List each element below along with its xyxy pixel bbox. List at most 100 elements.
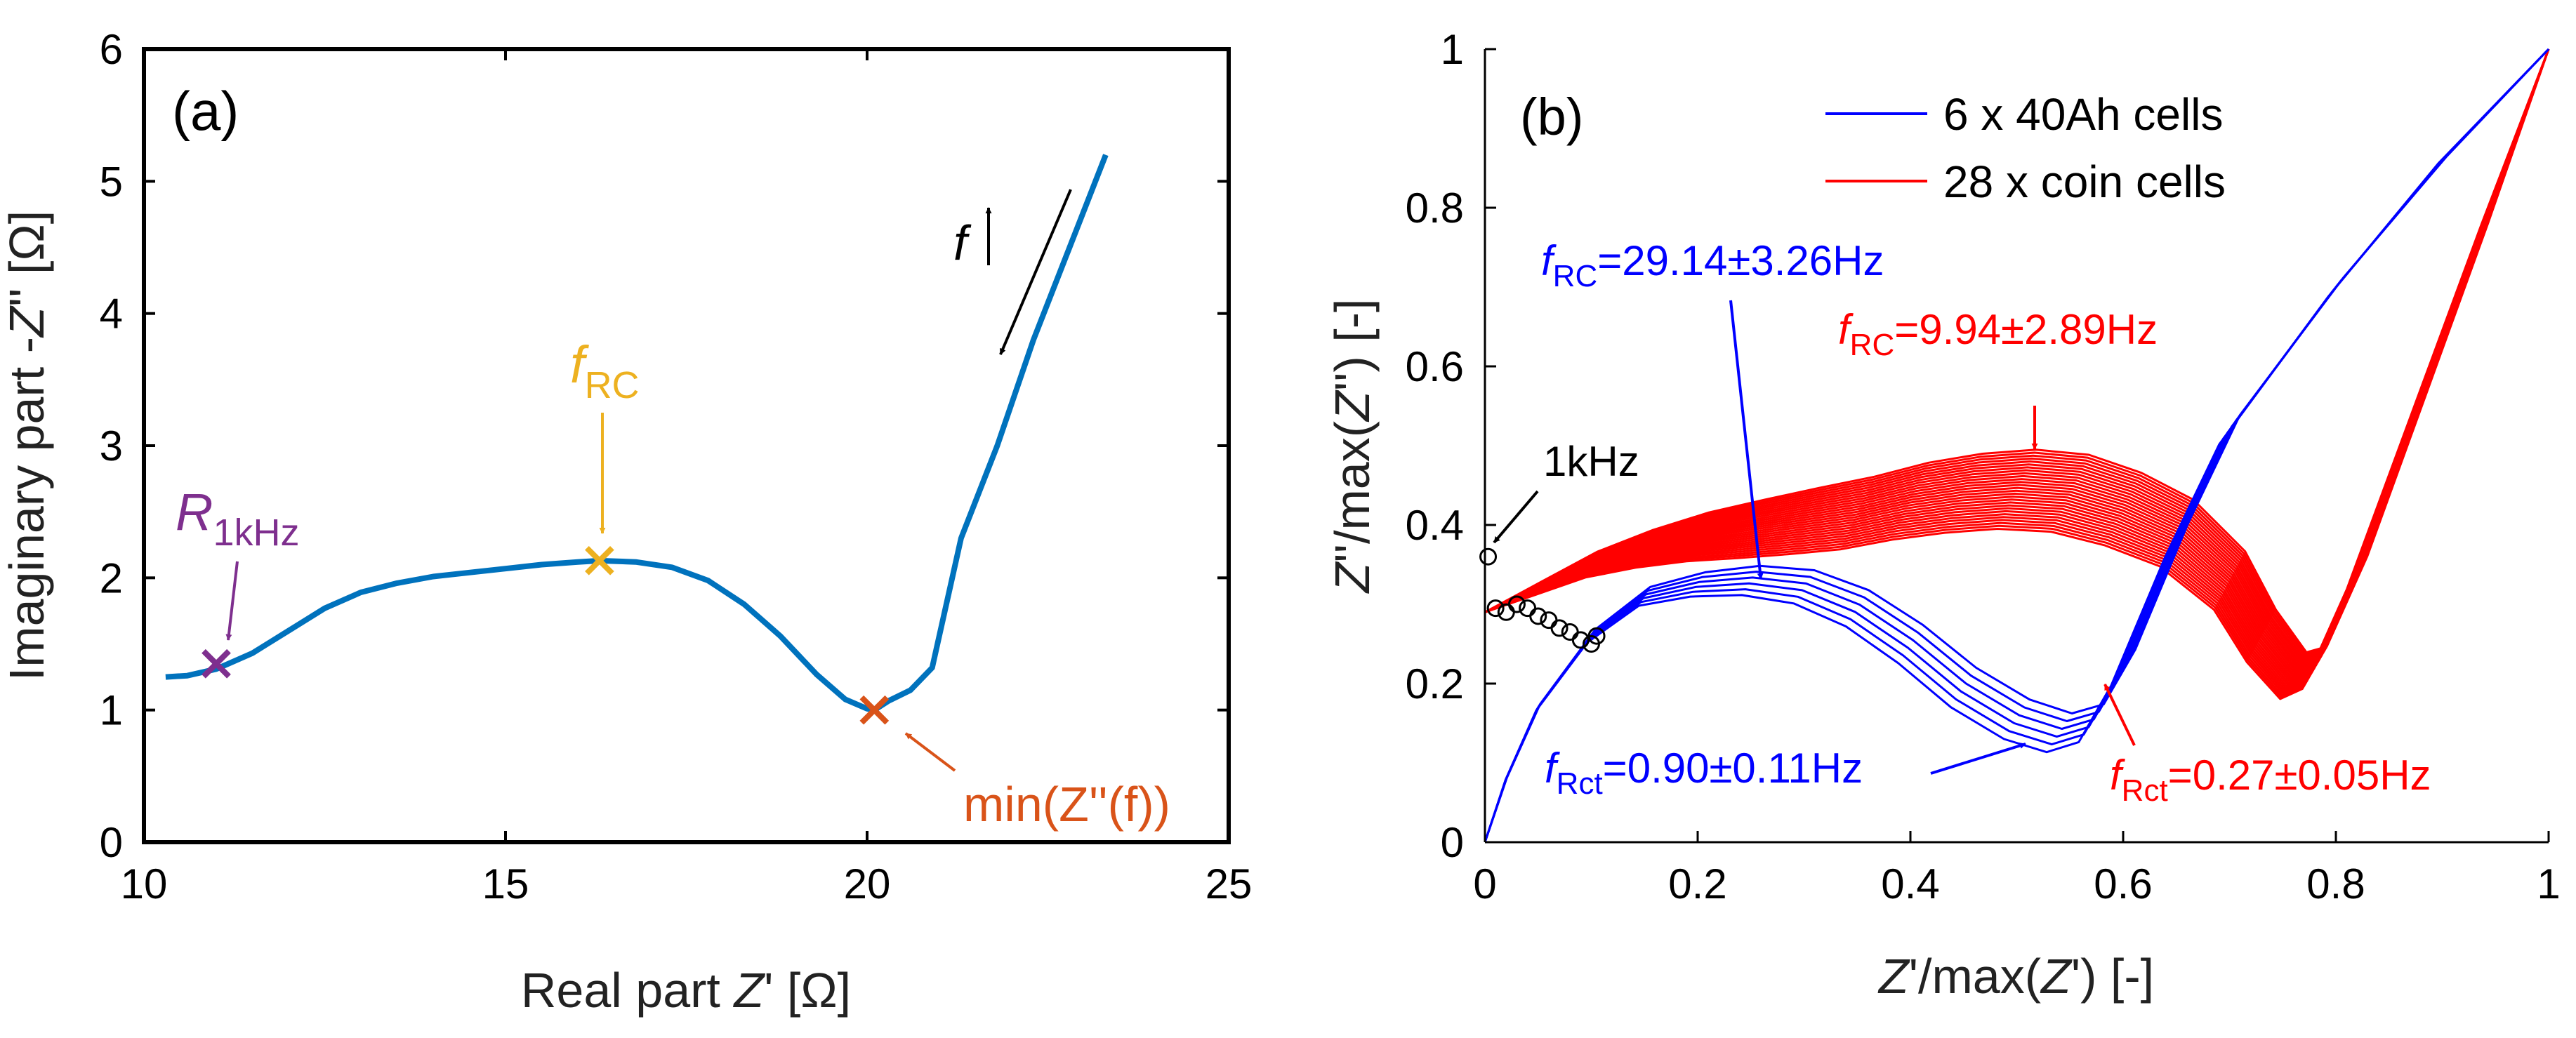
panel-b-series-0-curve-2 <box>1484 48 2550 843</box>
annotation-f-direction: f <box>953 189 1072 355</box>
panel-b-series-1-curve-11 <box>1484 48 2550 681</box>
panel-b-1khz-marker <box>1561 623 1579 641</box>
svg-text:R1kHz: R1kHz <box>176 483 299 554</box>
panel-b-series-1-curve-16 <box>1484 48 2550 673</box>
panel-b-y-tick-label: 0.4 <box>1406 502 1464 549</box>
annotation-1khz: 1kHz <box>1493 438 1639 544</box>
panel-b-plot-area <box>1479 48 2550 843</box>
panel-b-1khz-marker <box>1507 595 1526 613</box>
panel-b-x-tick-label: 0.6 <box>2094 860 2152 907</box>
panel-b-1khz-marker <box>1529 607 1547 625</box>
panel-b-series-0-curve-1 <box>1484 48 2550 843</box>
panel-a-x-tick-label: 20 <box>844 860 891 907</box>
panel-b-y-tick-label: 0.2 <box>1406 660 1464 707</box>
panel-b-y-tick-label: 0.8 <box>1406 185 1464 232</box>
panel-a-axes-box <box>142 47 1231 844</box>
panel-a-marker-2 <box>859 695 890 725</box>
panel-b-series-0-curve-3 <box>1484 48 2550 843</box>
panel-b-series-1-curve-19 <box>1484 48 2550 667</box>
annotation-frc-blue: fRC=29.14±3.26Hz <box>1541 237 1884 580</box>
svg-text:fRC=9.94±2.89Hz: fRC=9.94±2.89Hz <box>1838 306 2158 362</box>
panel-a-x-axis-label: Real part Z' [Ω] <box>521 963 851 1018</box>
panel-b-series-1-curve-14 <box>1484 48 2550 676</box>
panel-b-1khz-marker <box>1486 599 1505 618</box>
panel-b-1khz-marker <box>1540 611 1558 630</box>
panel-b-series-0-curve-4 <box>1484 48 2550 843</box>
panel-b-y-tick-label: 1 <box>1441 26 1464 73</box>
panel-b-series-1-curve-1 <box>1484 48 2550 698</box>
panel-b-series-1-curve-20 <box>1484 48 2550 666</box>
panel-b-series-1-curve-22 <box>1484 48 2550 663</box>
panel-b-x-tick-label: 1 <box>2537 860 2560 907</box>
panel-a-plot-area <box>165 154 1109 725</box>
annotation-r1khz: R1kHz <box>176 483 299 641</box>
panel-a-y-tick-label: 5 <box>100 158 123 205</box>
annotation-frct-blue-arrow <box>1930 743 2026 775</box>
panel-b-y-tick-label: 0 <box>1441 819 1464 866</box>
annotation-r1khz-arrow <box>225 561 239 641</box>
svg-text:f: f <box>953 215 972 270</box>
annotation-min-z: min(Z''(f)) <box>904 732 1170 832</box>
curve-direction-arrow <box>999 189 1072 355</box>
panel-b-x-axis-label: Z'/max(Z') [-] <box>1877 949 2154 1004</box>
panel-b-x-tick-label: 0.8 <box>2306 860 2365 907</box>
svg-text:1kHz: 1kHz <box>1543 438 1639 485</box>
panel-b-series-1-curve-10 <box>1484 48 2550 683</box>
panel-b-x-tick-label: 0.4 <box>1881 860 1939 907</box>
annotation-frc-blue-arrow <box>1729 300 1764 580</box>
panel-b-1khz-marker <box>1519 599 1537 618</box>
panel-b-y-axis-label: Z''/max(Z'') [-] <box>1325 299 1380 594</box>
annotation-frct-red-arrow <box>2103 684 2136 746</box>
annotation-frc: fRC <box>570 335 640 534</box>
panel-a-y-tick-label: 3 <box>100 422 123 470</box>
legend: 6 x 40Ah cells 28 x coin cells <box>1825 89 2226 207</box>
panel-b-1khz-marker <box>1550 619 1568 637</box>
panel-a-marker-1 <box>585 546 614 575</box>
panel-a-y-tick-label: 6 <box>100 26 123 73</box>
svg-text:fRct=0.90±0.11Hz: fRct=0.90±0.11Hz <box>1545 745 1863 801</box>
panel-b: 0 0.2 0.4 0.6 0.8 1 0 0.2 0.4 0.6 0.8 1 (b) 6 x 40A… <box>1325 26 2561 1004</box>
panel-a-y-tick-label: 2 <box>100 554 123 601</box>
annotation-frct-red: fRct=0.27±0.05Hz <box>2103 684 2431 808</box>
panel-b-series-1-curve-15 <box>1484 48 2550 674</box>
panel-b-x-tick-label: 0 <box>1473 860 1496 907</box>
annotation-1khz-arrow <box>1493 490 1539 544</box>
panel-b-series-1-curve-21 <box>1484 48 2550 664</box>
panel-b-ticks: 0 0.2 0.4 0.6 0.8 1 0 0.2 0.4 0.6 0.8 1 <box>1406 26 2561 907</box>
panel-b-series-1-curve-23 <box>1484 48 2550 660</box>
panel-a-x-tick-label: 10 <box>121 860 168 907</box>
panel-b-series-1-curve-17 <box>1484 48 2550 671</box>
panel-b-1khz-marker <box>1587 627 1606 645</box>
panel-a-x-tick-label: 15 <box>482 860 529 907</box>
panel-a-label: (a) <box>172 80 239 142</box>
panel-a-y-tick-label: 4 <box>100 291 123 338</box>
legend-label-coin: 28 x coin cells <box>1943 157 2226 207</box>
svg-text:fRC: fRC <box>570 335 640 406</box>
panel-a-y-axis-label: Imaginary part -Z'' [Ω] <box>0 211 54 681</box>
panel-a-marker-0 <box>202 648 231 679</box>
annotation-frc-red: fRC=9.94±2.89Hz <box>1838 306 2158 450</box>
panel-a-marker-stroke <box>202 648 231 679</box>
panel-b-series-0-curve-5 <box>1484 48 2550 843</box>
panel-a-marker-stroke <box>859 695 890 725</box>
panel-b-y-tick-label: 0.6 <box>1406 343 1464 390</box>
panel-b-series-1-curve-27 <box>1484 48 2550 653</box>
panel-b-series-1-curve-9 <box>1484 48 2550 685</box>
panel-a-series-line-0 <box>165 154 1109 713</box>
panel-b-label: (b) <box>1520 88 1583 146</box>
panel-a-y-tick-label: 0 <box>100 819 123 866</box>
annotation-min-z-arrow <box>904 732 956 772</box>
panel-b-series-0-curve-0 <box>1484 48 2550 843</box>
panel-a: 10 15 20 25 0 1 2 3 4 5 6 (a) Real part Z' [Ω] Ima… <box>0 26 1252 1018</box>
panel-b-series-1-curve-18 <box>1484 48 2550 670</box>
panel-b-x-tick-label: 0.2 <box>1668 860 1726 907</box>
panel-a-marker-stroke <box>585 546 614 575</box>
panel-a-ticks: 10 15 20 25 0 1 2 3 4 5 6 <box>100 26 1253 907</box>
panel-b-1khz-marker <box>1479 547 1498 566</box>
panel-a-x-tick-label: 25 <box>1206 860 1253 907</box>
legend-label-40ah: 6 x 40Ah cells <box>1943 89 2223 140</box>
svg-text:fRct=0.27±0.05Hz: fRct=0.27±0.05Hz <box>2110 752 2431 808</box>
panel-b-1khz-marker <box>1497 603 1515 621</box>
panel-b-series-1-curve-8 <box>1484 48 2550 686</box>
